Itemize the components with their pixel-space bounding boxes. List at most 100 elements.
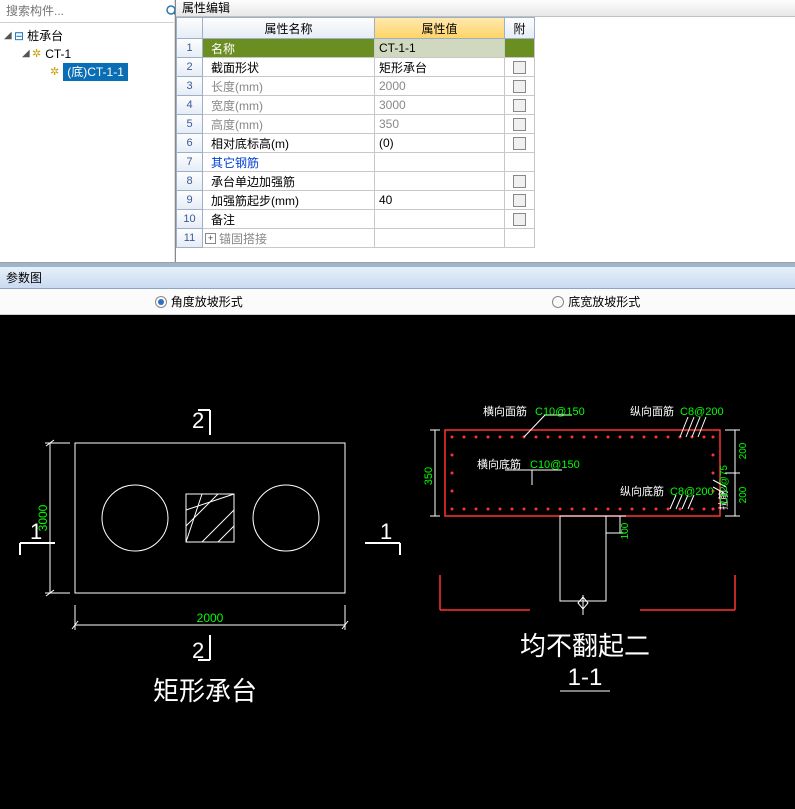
prop-name: 名称 bbox=[203, 39, 375, 58]
property-row[interactable]: 5高度(mm)350 bbox=[176, 115, 795, 134]
property-panel-title: 属性编辑 bbox=[176, 0, 795, 17]
col-attach: 附 bbox=[505, 17, 535, 39]
svg-text:100: 100 bbox=[620, 522, 631, 539]
prop-name: +锚固搭接 bbox=[203, 229, 375, 248]
component-tree: ◢ ⊟ 桩承台 ◢ ✲ CT-1 ✲ (底)CT-1-1 bbox=[0, 0, 175, 262]
property-table: 属性名称 属性值 附 1名称CT-1-12截面形状矩形承台3长度(mm)2000… bbox=[176, 17, 795, 248]
row-number: 2 bbox=[176, 58, 203, 77]
svg-text:2000: 2000 bbox=[197, 611, 224, 625]
checkbox-icon[interactable] bbox=[513, 99, 526, 112]
row-number: 7 bbox=[176, 153, 203, 172]
svg-text:C8@200: C8@200 bbox=[680, 406, 724, 418]
prop-name: 宽度(mm) bbox=[203, 96, 375, 115]
property-row[interactable]: 3长度(mm)2000 bbox=[176, 77, 795, 96]
radio-label: 底宽放坡形式 bbox=[568, 293, 640, 310]
prop-attach[interactable] bbox=[505, 229, 535, 248]
tree-item-ct1-1[interactable]: ✲ (底)CT-1-1 bbox=[0, 63, 174, 81]
prop-value[interactable] bbox=[375, 210, 505, 229]
row-number: 10 bbox=[176, 210, 203, 229]
radio-label: 角度放坡形式 bbox=[171, 293, 243, 310]
row-number: 6 bbox=[176, 134, 203, 153]
property-row[interactable]: 1名称CT-1-1 bbox=[176, 39, 795, 58]
search-bar bbox=[0, 0, 174, 23]
prop-value[interactable]: 2000 bbox=[375, 77, 505, 96]
struct-icon: ⊟ bbox=[14, 27, 24, 45]
parameter-diagram-panel: 参数图 角度放坡形式 底宽放坡形式 bbox=[0, 263, 795, 809]
svg-text:2: 2 bbox=[192, 638, 204, 663]
property-row[interactable]: 2截面形状矩形承台 bbox=[176, 58, 795, 77]
property-row[interactable]: 11+锚固搭接 bbox=[176, 229, 795, 248]
checkbox-icon[interactable] bbox=[513, 175, 526, 188]
prop-value[interactable]: CT-1-1 bbox=[375, 39, 505, 58]
property-row[interactable]: 7其它钢筋 bbox=[176, 153, 795, 172]
radio-angle-slope[interactable]: 角度放坡形式 bbox=[155, 293, 243, 310]
col-name: 属性名称 bbox=[203, 17, 375, 39]
svg-text:C12@75: C12@75 bbox=[719, 465, 730, 505]
prop-value[interactable] bbox=[375, 172, 505, 191]
svg-text:200: 200 bbox=[738, 442, 749, 459]
checkbox-icon[interactable] bbox=[513, 194, 526, 207]
checkbox-icon[interactable] bbox=[513, 80, 526, 93]
svg-text:350: 350 bbox=[423, 467, 435, 485]
col-rownum bbox=[176, 17, 203, 39]
svg-text:矩形承台: 矩形承台 bbox=[153, 676, 257, 706]
property-row[interactable]: 6相对底标高(m)(0) bbox=[176, 134, 795, 153]
prop-attach[interactable] bbox=[505, 210, 535, 229]
svg-text:均不翻起二: 均不翻起二 bbox=[520, 631, 650, 661]
svg-text:C10@150: C10@150 bbox=[530, 459, 580, 471]
svg-text:1: 1 bbox=[380, 519, 392, 544]
gear-icon: ✲ bbox=[50, 63, 59, 81]
row-number: 5 bbox=[176, 115, 203, 134]
prop-name: 相对底标高(m) bbox=[203, 134, 375, 153]
prop-attach[interactable] bbox=[505, 172, 535, 191]
prop-name: 备注 bbox=[203, 210, 375, 229]
tree-root-label: 桩承台 bbox=[27, 27, 63, 45]
prop-value[interactable]: (0) bbox=[375, 134, 505, 153]
prop-value[interactable]: 3000 bbox=[375, 96, 505, 115]
prop-name: 长度(mm) bbox=[203, 77, 375, 96]
svg-text:1: 1 bbox=[30, 519, 42, 544]
property-row[interactable]: 8承台单边加强筋 bbox=[176, 172, 795, 191]
search-input[interactable] bbox=[2, 2, 165, 20]
checkbox-icon[interactable] bbox=[513, 213, 526, 226]
row-number: 9 bbox=[176, 191, 203, 210]
prop-name: 高度(mm) bbox=[203, 115, 375, 134]
property-row[interactable]: 9加强筋起步(mm)40 bbox=[176, 191, 795, 210]
expand-icon[interactable]: + bbox=[205, 233, 216, 244]
prop-attach[interactable] bbox=[505, 134, 535, 153]
prop-value[interactable]: 矩形承台 bbox=[375, 58, 505, 77]
prop-attach[interactable] bbox=[505, 58, 535, 77]
radio-icon bbox=[155, 296, 167, 308]
collapse-icon[interactable]: ◢ bbox=[4, 27, 14, 45]
property-row[interactable]: 10备注 bbox=[176, 210, 795, 229]
property-row[interactable]: 4宽度(mm)3000 bbox=[176, 96, 795, 115]
prop-attach[interactable] bbox=[505, 39, 535, 58]
svg-text:2: 2 bbox=[192, 408, 204, 433]
prop-value[interactable]: 40 bbox=[375, 191, 505, 210]
prop-name: 加强筋起步(mm) bbox=[203, 191, 375, 210]
svg-text:纵向面筋: 纵向面筋 bbox=[630, 404, 674, 418]
prop-attach[interactable] bbox=[505, 153, 535, 172]
collapse-icon[interactable]: ◢ bbox=[22, 45, 32, 63]
col-value: 属性值 bbox=[375, 17, 505, 39]
svg-text:纵向底筋: 纵向底筋 bbox=[620, 484, 664, 498]
tree-item-ct1[interactable]: ◢ ✲ CT-1 bbox=[0, 45, 174, 63]
prop-value[interactable] bbox=[375, 153, 505, 172]
prop-attach[interactable] bbox=[505, 115, 535, 134]
property-editor: 属性编辑 属性名称 属性值 附 1名称CT-1-12截面形状矩形承台3长度(mm… bbox=[175, 0, 795, 262]
row-number: 11 bbox=[176, 229, 203, 248]
row-number: 1 bbox=[176, 39, 203, 58]
checkbox-icon[interactable] bbox=[513, 61, 526, 74]
svg-text:200: 200 bbox=[738, 486, 749, 503]
prop-value[interactable] bbox=[375, 229, 505, 248]
prop-attach[interactable] bbox=[505, 96, 535, 115]
prop-name: 承台单边加强筋 bbox=[203, 172, 375, 191]
checkbox-icon[interactable] bbox=[513, 118, 526, 131]
prop-attach[interactable] bbox=[505, 77, 535, 96]
row-number: 4 bbox=[176, 96, 203, 115]
prop-attach[interactable] bbox=[505, 191, 535, 210]
prop-value[interactable]: 350 bbox=[375, 115, 505, 134]
checkbox-icon[interactable] bbox=[513, 137, 526, 150]
radio-width-slope[interactable]: 底宽放坡形式 bbox=[552, 293, 640, 310]
tree-root[interactable]: ◢ ⊟ 桩承台 bbox=[0, 27, 174, 45]
